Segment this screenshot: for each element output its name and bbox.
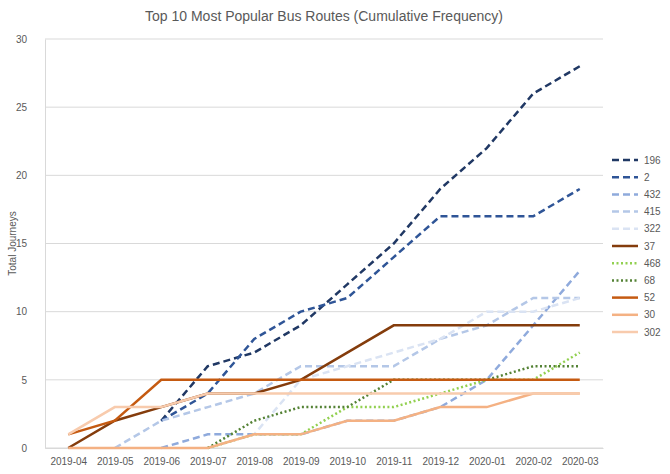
- y-tick: 5: [21, 375, 45, 386]
- legend-item: 415: [612, 206, 661, 217]
- series-line: [68, 380, 580, 435]
- x-tick-label: 2020-03: [562, 456, 599, 467]
- series-line: [68, 393, 580, 448]
- legend-swatch: [612, 159, 638, 162]
- x-tick-label: 2019-10: [329, 456, 366, 467]
- y-tick: 15: [16, 238, 45, 249]
- x-axis: 2019-04 2019-05 2019-06 2019-07 2019-08 2019-…: [46, 448, 604, 467]
- legend-item: 302: [612, 327, 661, 338]
- legend-swatch: [612, 314, 638, 317]
- y-tick-label: 25: [16, 102, 28, 113]
- legend-label: 196: [644, 155, 661, 166]
- x-tick-label: 2019-07: [190, 456, 227, 467]
- x-tick-label: 2020-02: [515, 456, 552, 467]
- y-tick: 25: [16, 102, 45, 113]
- y-tick-label: 15: [16, 238, 28, 249]
- legend-label: 2: [644, 172, 650, 183]
- grid-line: [45, 107, 603, 108]
- y-tick: 10: [16, 306, 45, 317]
- title: Top 10 Most Popular Bus Routes (Cumulati…: [145, 8, 503, 24]
- x-tick: 2020-03: [562, 448, 599, 467]
- legend-item: 322: [612, 223, 661, 234]
- x-tick-label: 2019-11: [376, 456, 412, 467]
- y-axis-line: [45, 40, 46, 449]
- legend-swatch: [612, 262, 638, 265]
- y-tick: 0: [21, 443, 45, 454]
- series-line: [208, 298, 580, 448]
- legend-item: 196: [612, 155, 661, 166]
- lines: [68, 66, 580, 448]
- x-tick-label: 2019-04: [50, 456, 87, 467]
- y-tick-label: 0: [21, 443, 27, 454]
- series-line: [161, 66, 580, 420]
- series-line: [208, 366, 580, 448]
- x-tick: 2019-08: [236, 448, 273, 467]
- legend-swatch: [612, 296, 638, 299]
- legend-item: 432: [612, 189, 661, 200]
- legend-swatch: [612, 331, 638, 334]
- x-tick: 2019-04: [50, 448, 87, 467]
- x-tick-label: 2019-05: [97, 456, 134, 467]
- x-tick-label: 2019-09: [283, 456, 320, 467]
- x-tick: 2019-09: [283, 448, 320, 467]
- x-tick-label: 2019-08: [236, 456, 273, 467]
- legend-swatch: [612, 176, 638, 179]
- legend-swatch: [612, 210, 638, 213]
- y-tick: 30: [16, 34, 45, 45]
- grid-line: [45, 243, 603, 244]
- grid-line: [45, 311, 603, 312]
- legend-item: 37: [612, 241, 656, 252]
- legend: 196 2 432 415 322 37 468 68 52 30 302: [612, 155, 661, 338]
- y-tick-label: 10: [16, 306, 28, 317]
- x-tick: 2019-10: [329, 448, 366, 467]
- legend-swatch: [612, 228, 638, 231]
- legend-swatch: [612, 245, 638, 248]
- series-line: [68, 393, 580, 434]
- legend-label: 52: [644, 292, 656, 303]
- grid-line: [45, 175, 603, 176]
- legend-item: 2: [612, 172, 650, 183]
- series-line: [115, 298, 580, 448]
- y-tick-label: 20: [16, 170, 28, 181]
- series-line: [161, 189, 580, 421]
- legend-label: 432: [644, 189, 661, 200]
- x-tick-label: 2019-06: [143, 456, 180, 467]
- y-tick: 20: [16, 170, 45, 181]
- y-tick-label: 30: [16, 34, 28, 45]
- y-tick-label: 5: [21, 375, 27, 386]
- legend-item: 52: [612, 292, 656, 303]
- x-tick: 2019-12: [422, 448, 459, 467]
- legend-swatch: [612, 279, 638, 282]
- legend-swatch: [612, 193, 638, 196]
- legend-label: 30: [644, 309, 656, 320]
- grid: [45, 39, 603, 448]
- legend-item: 30: [612, 309, 656, 320]
- legend-item: 468: [612, 258, 661, 269]
- x-tick: 2019-11: [376, 448, 412, 467]
- x-tick: 2019-05: [97, 448, 134, 467]
- y-axis: 0 5 10 15 20 25 30: [16, 34, 46, 454]
- x-tick-label: 2020-01: [469, 456, 506, 467]
- x-tick: 2020-02: [515, 448, 552, 467]
- legend-label: 68: [644, 275, 656, 286]
- legend-label: 468: [644, 258, 661, 269]
- x-tick: 2019-06: [143, 448, 180, 467]
- series-line: [68, 325, 580, 448]
- x-tick: 2020-01: [469, 448, 506, 467]
- legend-label: 322: [644, 223, 661, 234]
- x-tick-label: 2019-12: [422, 456, 459, 467]
- legend-label: 302: [644, 327, 661, 338]
- grid-line: [45, 39, 603, 40]
- legend-label: 37: [644, 241, 656, 252]
- x-tick: 2019-07: [190, 448, 227, 467]
- chart: Top 10 Most Popular Bus Routes (Cumulati…: [0, 0, 670, 474]
- legend-label: 415: [644, 206, 661, 217]
- legend-item: 68: [612, 275, 656, 286]
